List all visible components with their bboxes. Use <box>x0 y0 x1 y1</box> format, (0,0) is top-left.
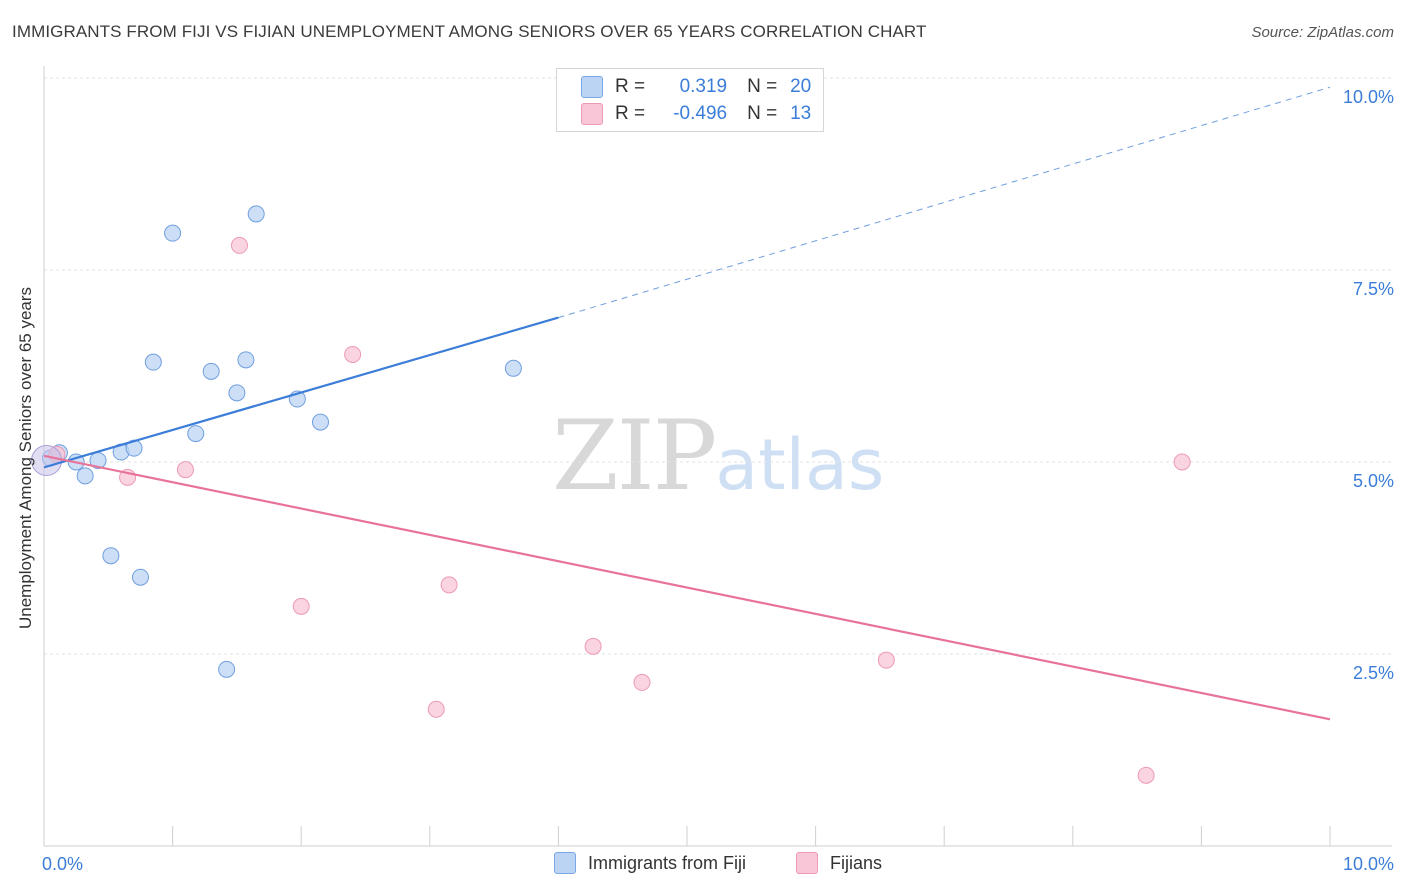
bottom-legend-blue: Immigrants from Fiji <box>554 852 746 874</box>
trend-line-fiji-extension <box>558 86 1331 319</box>
point-fijians-8 <box>584 637 602 655</box>
point-fiji-18 <box>311 413 329 431</box>
point-fijians-2 <box>176 461 194 479</box>
watermark-zip: ZIP <box>552 400 717 512</box>
y-tick-label-0: 2.5% <box>1353 663 1394 683</box>
x-tick-label-1: 10.0% <box>1343 854 1394 874</box>
legend-r-value-pink: -0.496 <box>673 103 728 124</box>
point-fijians-10 <box>877 651 895 669</box>
legend-swatch-blue <box>581 76 603 98</box>
point-fiji-5 <box>102 547 120 565</box>
y-tick-label-2: 7.5% <box>1353 279 1394 299</box>
source-credit: Source: ZipAtlas.com <box>1251 24 1394 41</box>
legend-n-value-blue: 20 <box>790 76 812 97</box>
point-fijians-6 <box>427 700 445 718</box>
point-fiji-10 <box>164 224 182 242</box>
chart-title: IMMIGRANTS FROM FIJI VS FIJIAN UNEMPLOYM… <box>12 22 927 41</box>
point-fiji-16 <box>247 205 265 223</box>
bottom-legend-swatch-pink <box>796 852 818 874</box>
point-fiji-12 <box>202 362 220 380</box>
point-fijians-3 <box>230 236 248 254</box>
legend-row-blue: R = 0.319 N = 20 <box>581 73 811 101</box>
trend-line-fiji <box>43 316 559 469</box>
point-cluster-origin <box>31 444 63 476</box>
point-fiji-8 <box>131 568 149 586</box>
watermark-atlas: atlas <box>715 424 885 506</box>
point-fijians-9 <box>633 673 651 691</box>
point-fiji-15 <box>237 351 255 369</box>
legend-n-label-blue: N = <box>747 76 778 97</box>
point-fijians-11 <box>1137 766 1155 784</box>
correlation-legend: R = 0.319 N = 20 R = -0.496 N = 13 <box>556 68 824 132</box>
legend-swatch-pink <box>581 103 603 125</box>
bottom-legend-swatch-blue <box>554 852 576 874</box>
legend-r-value-blue: 0.319 <box>679 76 728 97</box>
y-axis-label: Unemployment Among Seniors over 65 years <box>16 286 35 630</box>
bottom-legend-pink: Fijians <box>796 852 882 874</box>
point-fijians-12 <box>1173 453 1191 471</box>
bottom-legend-label-pink: Fijians <box>830 852 883 873</box>
trend-line-fijians <box>43 454 1331 721</box>
watermark: ZIPatlas <box>552 400 884 512</box>
y-tick-label-3: 10.0% <box>1343 87 1394 107</box>
legend-row-pink: R = -0.496 N = 13 <box>581 100 811 128</box>
point-fiji-3 <box>76 467 94 485</box>
point-fiji-14 <box>228 384 246 402</box>
x-tick-label-0: 0.0% <box>42 854 83 874</box>
legend-r-label-blue: R = <box>615 76 646 97</box>
point-fiji-13 <box>218 660 236 678</box>
y-tick-label-1: 5.0% <box>1353 471 1394 491</box>
point-fiji-9 <box>144 353 162 371</box>
legend-n-label-pink: N = <box>747 103 778 124</box>
point-fiji-11 <box>187 425 205 443</box>
point-fijians-4 <box>292 597 310 615</box>
legend-r-label-pink: R = <box>615 103 646 124</box>
legend-n-value-pink: 13 <box>790 103 812 124</box>
point-fiji-19 <box>504 359 522 377</box>
bottom-legend-label-blue: Immigrants from Fiji <box>588 852 747 873</box>
point-fijians-7 <box>440 576 458 594</box>
point-fijians-5 <box>344 345 362 363</box>
